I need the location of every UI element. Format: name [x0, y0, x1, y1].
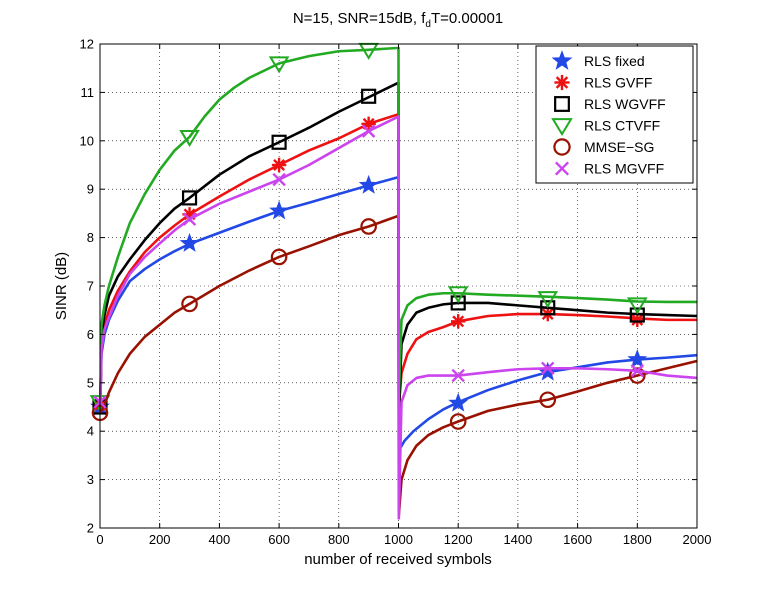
- data-point: [361, 88, 377, 104]
- series-5: [93, 115, 698, 520]
- x-tick-label: 1000: [384, 532, 413, 547]
- chart-title-subscript: d: [425, 19, 431, 30]
- y-axis-title: SINR (dB): [53, 252, 70, 320]
- legend: RLS fixed RLS GVFF RLS WGVFF RLS CTVFF MMSE−…: [535, 45, 694, 184]
- x-tick-label: 1800: [623, 532, 652, 547]
- data-point: [537, 291, 559, 309]
- y-tick-label: 7: [87, 279, 94, 294]
- y-tick-label: 8: [87, 230, 94, 245]
- y-tick-label: 10: [80, 133, 94, 148]
- chart-title-tail: T=0.00001: [431, 10, 503, 27]
- data-point: [182, 212, 197, 226]
- series-line: [99, 81, 698, 418]
- data-point: [269, 200, 290, 220]
- x-tick-label: 1200: [444, 532, 473, 547]
- y-tick-label: 9: [87, 182, 94, 197]
- y-tick-label: 3: [87, 472, 94, 487]
- data-point: [358, 174, 379, 194]
- data-point: [271, 157, 287, 173]
- legend-label: RLS GVFF: [584, 75, 652, 91]
- data-point: [451, 314, 466, 329]
- x-tick-label: 800: [328, 532, 350, 547]
- x-tick-label: 2000: [683, 532, 712, 547]
- x-tick-label: 0: [96, 532, 103, 547]
- data-point: [447, 286, 469, 304]
- legend-marker: [551, 118, 573, 137]
- x-tick-label: 1400: [503, 532, 532, 547]
- legend-marker: [551, 50, 573, 70]
- legend-marker: [553, 138, 571, 156]
- legend-label: RLS CTVFF: [584, 118, 660, 134]
- data-point: [540, 300, 556, 316]
- legend-marker: [554, 74, 570, 91]
- x-axis-title: number of received symbols: [304, 551, 492, 568]
- y-tick-label: 11: [81, 85, 95, 100]
- x-tick-label: 400: [209, 532, 231, 547]
- legend-label: RLS MGVFF: [584, 161, 664, 177]
- data-point: [627, 349, 648, 369]
- legend-label: RLS fixed: [584, 53, 645, 69]
- x-tick-label: 1600: [563, 532, 592, 547]
- series-layer: [89, 42, 698, 520]
- data-point: [448, 392, 469, 412]
- data-point: [360, 218, 377, 235]
- chart-title-main: N=15, SNR=15dB, f: [293, 10, 426, 27]
- data-point: [630, 364, 644, 378]
- y-tick-label: 12: [80, 37, 94, 52]
- data-point: [361, 124, 376, 138]
- data-point: [626, 297, 648, 315]
- y-tick-label: 2: [87, 521, 94, 536]
- data-point: [181, 295, 198, 313]
- data-point: [179, 232, 200, 252]
- legend-label: RLS WGVFF: [584, 96, 666, 112]
- data-point: [449, 413, 467, 430]
- data-point: [272, 172, 286, 187]
- x-tick-label: 200: [149, 532, 171, 547]
- y-tick-label: 6: [87, 327, 94, 342]
- series-line: [99, 46, 697, 408]
- data-point: [270, 248, 288, 266]
- data-point: [539, 391, 557, 409]
- data-point: [450, 295, 466, 311]
- data-point: [628, 367, 646, 384]
- data-point: [541, 361, 555, 375]
- legend-label: MMSE−SG: [584, 139, 654, 155]
- data-point: [629, 307, 645, 323]
- data-point: [271, 134, 287, 150]
- legend-box: [535, 45, 694, 184]
- y-tick-label: 4: [87, 424, 94, 439]
- x-tick-label: 600: [268, 532, 290, 547]
- y-tick-label: 5: [87, 375, 94, 390]
- data-point: [179, 129, 200, 147]
- axis-ticks: 0 200 400 600 800 1000 1200 1400 1600 1800 2000 2 3 4…: [80, 37, 712, 548]
- data-point: [630, 312, 645, 328]
- chart-title: N=15, SNR=15dB, fdT=0.00001: [293, 10, 503, 30]
- data-point: [181, 190, 198, 206]
- legend-marker: [554, 96, 570, 112]
- legend-marker: [554, 161, 570, 176]
- data-point: [451, 368, 465, 383]
- data-point: [268, 56, 290, 74]
